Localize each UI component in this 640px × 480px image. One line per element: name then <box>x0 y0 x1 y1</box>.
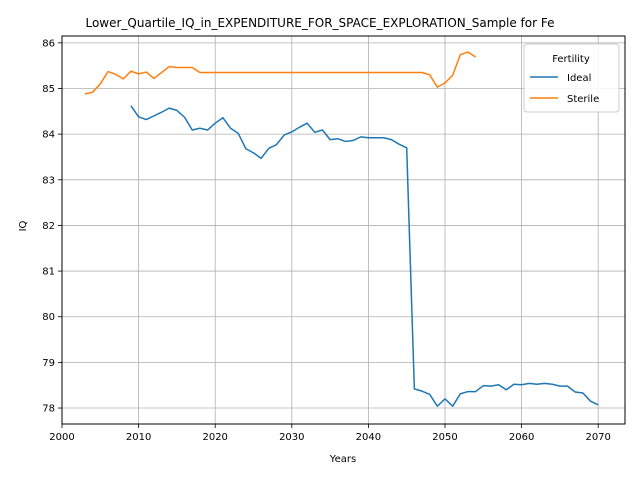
x-axis-label: Years <box>329 454 356 465</box>
x-tick-label: 2070 <box>585 432 610 443</box>
chart-title: Lower_Quartile_IQ_in_EXPENDITURE_FOR_SPA… <box>85 16 554 30</box>
x-tick-label: 2020 <box>202 432 227 443</box>
y-tick-label: 80 <box>42 312 55 323</box>
y-tick-label: 85 <box>42 84 55 95</box>
x-tick-label: 2000 <box>49 432 74 443</box>
x-tick-label: 2050 <box>432 432 457 443</box>
x-tick-label: 2010 <box>126 432 151 443</box>
x-tick-label: 2040 <box>356 432 381 443</box>
y-tick-label: 81 <box>42 267 55 278</box>
y-tick-label: 83 <box>42 175 55 186</box>
y-tick-label: 79 <box>42 358 55 369</box>
legend-label-sterile: Sterile <box>567 94 599 105</box>
legend-label-ideal: Ideal <box>567 73 591 84</box>
y-axis-label: IQ <box>18 220 29 231</box>
x-tick-label: 2060 <box>509 432 534 443</box>
x-tick-label: 2030 <box>279 432 304 443</box>
legend: Fertility Ideal Sterile <box>524 44 619 112</box>
y-tick-label: 78 <box>42 404 55 415</box>
legend-title: Fertility <box>552 54 590 65</box>
y-tick-label: 82 <box>42 221 55 232</box>
y-tick-label: 86 <box>42 38 55 49</box>
y-tick-label: 84 <box>42 130 55 141</box>
